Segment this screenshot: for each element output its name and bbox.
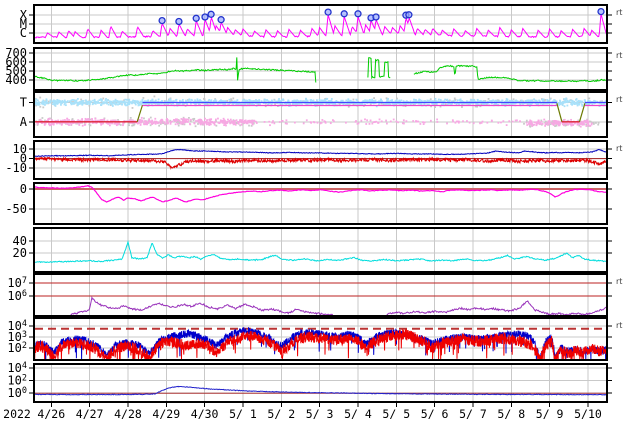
series-xray-flux [34,13,607,39]
y-tick-label: 102 [7,341,27,355]
series-p-blue [34,327,607,359]
rt-flag-label: rt [616,277,622,286]
y-tick-label: -10 [5,161,27,175]
y-tick-label: 0 [20,182,27,196]
flare-event-marker [192,14,200,22]
series-speed [367,57,391,80]
x-tick-label: 5/10 [574,407,602,421]
series-density [34,239,607,264]
rt-flag-label: rt [616,144,622,153]
threshold-line [578,103,586,122]
rt-flag-label: rt [616,8,622,17]
x-tick-label: 4/26 [37,407,65,421]
x-tick-label: 5/ 8 [497,407,525,421]
y-tick-label: 107 [7,276,27,290]
y-tick-label: 100 [7,386,27,400]
flare-event-marker [324,8,332,16]
x-tick-label: 5/ 5 [382,407,410,421]
series-le-blue [34,385,607,396]
rt-flag-label: rt [616,95,622,104]
series-speed [34,57,317,83]
series-bz [34,156,607,171]
flare-event-marker [597,7,605,16]
y-tick-label: A [20,115,28,129]
panel-imf: 100-10 rt [5,140,622,180]
year-label: 2022 [3,407,31,421]
x-tick-label: 5/ 9 [536,407,564,421]
x-tick-label: 5/ 4 [344,407,372,421]
series-bt [34,148,607,158]
y-tick-label: 400 [5,73,27,87]
y-tick-label: -50 [5,202,27,216]
series-electrons [386,300,607,315]
scatter-dots [255,118,521,127]
flare-event-marker [340,10,348,18]
y-tick-label: 106 [7,289,27,303]
threshold-line [556,103,563,122]
y-tick-label: C [20,26,27,40]
x-tick-label: 5/ 7 [459,407,487,421]
series-dst [34,184,607,203]
panel-dst: 0-50 [5,182,612,225]
flare-event-marker [201,13,209,21]
x-tick-label: 5/ 1 [229,407,257,421]
x-tick-label: 5/ 6 [421,407,449,421]
y-tick-label: 20 [13,246,27,260]
y-tick-label: 700 [5,46,27,60]
x-tick-label: 4/30 [191,407,219,421]
scatter-dots [34,116,256,127]
flare-event-marker [217,16,225,24]
x-tick-label: 4/27 [76,407,104,421]
x-axis: 4/26 4/27 4/28 4/29 4/30 5/ 1 5/ 2 5/ 3 5/ 4 5/ 5… [3,403,602,421]
y-tick-label: 0 [20,152,27,166]
y-tick-label: 104 [7,319,27,333]
y-tick-label: 40 [13,234,27,248]
threshold-line [136,104,144,122]
series-p-red [34,328,607,359]
x-tick-label: 5/ 3 [306,407,334,421]
flare-event-marker [372,13,380,21]
y-tick-label: 104 [7,361,27,375]
flare-event-marker [175,17,183,26]
y-tick-label: 103 [7,330,27,344]
y-tick-label: 102 [7,374,27,388]
flare-event-marker [354,10,362,18]
series-electrons [70,295,334,315]
flare-event-marker [207,10,215,18]
y-tick-label: 500 [5,64,27,78]
rt-flag-label: rt [616,51,622,60]
flare-event-marker [405,11,413,19]
y-tick-label: M [20,17,27,31]
y-tick-label: T [20,95,27,109]
y-tick-label: 600 [5,55,27,69]
rt-flag-label: rt [616,321,622,330]
flare-event-marker [158,16,166,25]
y-tick-label: 10 [13,142,27,156]
x-tick-label: 4/28 [114,407,142,421]
x-tick-label: 4/29 [152,407,180,421]
series-speed [413,64,607,83]
y-tick-label: X [20,8,28,22]
x-tick-label: 5/ 2 [267,407,295,421]
